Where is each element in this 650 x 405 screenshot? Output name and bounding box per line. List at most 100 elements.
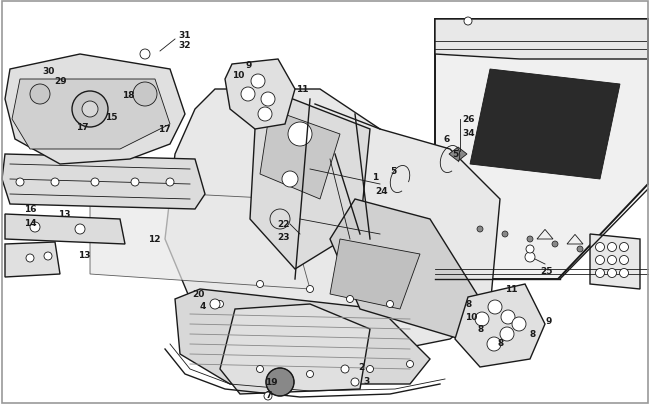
Circle shape: [288, 123, 312, 147]
Circle shape: [341, 365, 349, 373]
Circle shape: [91, 179, 99, 187]
Circle shape: [216, 301, 224, 308]
Text: 19: 19: [265, 377, 278, 386]
Circle shape: [502, 231, 508, 237]
Polygon shape: [330, 239, 420, 309]
Polygon shape: [435, 20, 648, 279]
Text: 5: 5: [452, 150, 458, 159]
Circle shape: [140, 50, 150, 60]
Text: 3: 3: [363, 377, 369, 386]
Text: 12: 12: [148, 235, 161, 244]
Polygon shape: [449, 148, 467, 162]
Polygon shape: [12, 80, 170, 149]
Circle shape: [257, 366, 263, 373]
Circle shape: [258, 108, 272, 122]
Circle shape: [595, 269, 604, 278]
Circle shape: [500, 327, 514, 341]
Circle shape: [487, 337, 501, 351]
Circle shape: [257, 281, 263, 288]
Text: 8: 8: [530, 330, 536, 339]
Circle shape: [619, 243, 629, 252]
Circle shape: [351, 378, 359, 386]
Circle shape: [72, 92, 108, 128]
Text: 20: 20: [192, 290, 204, 299]
Circle shape: [82, 102, 98, 118]
Circle shape: [16, 179, 24, 187]
Text: 9: 9: [246, 60, 252, 69]
Text: 17: 17: [158, 125, 170, 134]
Text: 31: 31: [178, 32, 190, 40]
Circle shape: [501, 310, 515, 324]
Text: 22: 22: [277, 220, 289, 229]
Polygon shape: [260, 110, 340, 200]
Text: 1: 1: [372, 173, 378, 182]
Text: 10: 10: [465, 313, 477, 322]
Circle shape: [282, 172, 298, 188]
Text: 34: 34: [462, 128, 474, 137]
Circle shape: [266, 368, 294, 396]
Circle shape: [307, 371, 313, 377]
Circle shape: [406, 360, 413, 368]
Circle shape: [30, 85, 50, 105]
Text: 15: 15: [105, 113, 118, 122]
Text: 18: 18: [122, 91, 135, 100]
Text: 17: 17: [76, 123, 88, 132]
Circle shape: [619, 256, 629, 265]
Polygon shape: [455, 284, 545, 367]
Text: 5: 5: [390, 167, 396, 176]
Polygon shape: [470, 70, 620, 179]
Circle shape: [477, 226, 483, 232]
Polygon shape: [90, 190, 310, 289]
Polygon shape: [225, 60, 295, 130]
Text: 16: 16: [24, 205, 36, 214]
Circle shape: [512, 317, 526, 331]
Text: 6: 6: [444, 135, 450, 144]
Text: 8: 8: [497, 339, 503, 347]
Circle shape: [44, 252, 52, 260]
Circle shape: [387, 301, 393, 308]
Circle shape: [51, 179, 59, 187]
Polygon shape: [175, 289, 430, 384]
Text: 24: 24: [375, 187, 387, 196]
Circle shape: [346, 296, 354, 303]
Text: 7: 7: [265, 390, 272, 399]
Polygon shape: [590, 234, 640, 289]
Circle shape: [464, 18, 472, 26]
Polygon shape: [165, 90, 500, 359]
Polygon shape: [220, 304, 370, 394]
Polygon shape: [5, 215, 125, 244]
Polygon shape: [330, 200, 480, 339]
Text: 9: 9: [545, 317, 551, 326]
Circle shape: [595, 243, 604, 252]
Circle shape: [475, 312, 489, 326]
Text: 8: 8: [478, 325, 484, 334]
Circle shape: [210, 299, 220, 309]
Circle shape: [525, 252, 535, 262]
Circle shape: [131, 179, 139, 187]
Text: 30: 30: [42, 67, 55, 76]
Text: 11: 11: [296, 85, 309, 94]
Circle shape: [241, 88, 255, 102]
Polygon shape: [5, 243, 60, 277]
Circle shape: [527, 237, 533, 243]
Circle shape: [608, 269, 616, 278]
Circle shape: [251, 75, 265, 89]
Circle shape: [367, 366, 374, 373]
Text: 26: 26: [462, 115, 474, 124]
Circle shape: [264, 392, 272, 400]
Text: 32: 32: [178, 41, 190, 50]
Text: 25: 25: [540, 267, 552, 276]
Polygon shape: [250, 95, 370, 269]
Circle shape: [608, 243, 616, 252]
Circle shape: [526, 245, 534, 254]
Text: 4: 4: [200, 302, 207, 311]
Circle shape: [166, 179, 174, 187]
Circle shape: [552, 241, 558, 247]
Text: 29: 29: [54, 77, 66, 86]
Text: 8: 8: [465, 300, 471, 309]
Text: 13: 13: [78, 250, 90, 259]
Circle shape: [26, 254, 34, 262]
Circle shape: [307, 286, 313, 293]
Polygon shape: [2, 155, 205, 209]
Text: 11: 11: [505, 285, 517, 294]
